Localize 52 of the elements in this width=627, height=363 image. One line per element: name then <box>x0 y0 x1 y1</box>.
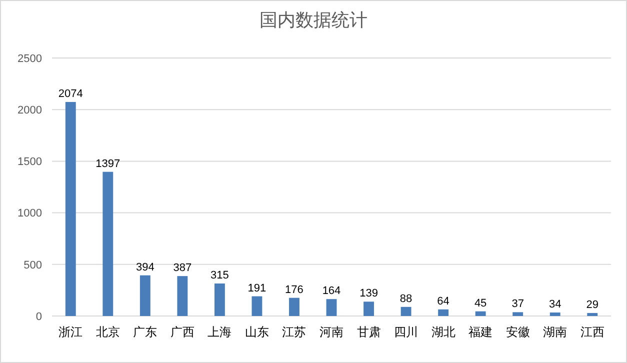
data-label: 176 <box>285 284 304 296</box>
data-label: 29 <box>586 299 598 312</box>
x-tick-label: 广西 <box>170 325 194 339</box>
x-tick-label: 福建 <box>468 325 493 339</box>
data-label: 387 <box>173 262 192 274</box>
bar <box>438 309 449 316</box>
x-tick-label: 四川 <box>394 325 418 339</box>
bar <box>65 102 76 316</box>
bar <box>550 312 560 316</box>
x-tick-label: 山东 <box>244 325 269 339</box>
bar <box>400 306 412 316</box>
y-tick-label: 500 <box>24 259 42 272</box>
x-tick-label: 湖南 <box>543 325 568 339</box>
data-label: 34 <box>548 298 562 310</box>
data-label: 191 <box>248 282 266 294</box>
x-tick-label: 安徽 <box>506 325 530 339</box>
bar <box>326 299 337 316</box>
x-tick-label: 江西 <box>580 325 604 339</box>
chart-title: 国内数据统计 <box>260 10 368 30</box>
data-label: 37 <box>512 298 524 310</box>
bar <box>364 302 374 316</box>
bar <box>252 296 262 316</box>
x-tick-label: 广东 <box>133 325 158 339</box>
bar <box>177 276 188 316</box>
x-tick-label: 江苏 <box>282 325 306 339</box>
x-tick-label: 北京 <box>96 325 120 339</box>
bar <box>102 172 114 316</box>
data-label: 1397 <box>96 158 120 170</box>
y-tick-label: 0 <box>36 310 42 323</box>
x-tick-label: 湖北 <box>431 325 456 339</box>
x-tick-label: 甘肃 <box>356 325 381 339</box>
bar <box>140 275 150 316</box>
x-tick-label: 浙江 <box>58 325 83 339</box>
bar <box>475 311 486 316</box>
bar <box>587 313 598 316</box>
data-label: 164 <box>322 285 341 298</box>
y-tick-label: 2500 <box>18 52 42 65</box>
y-tick-label: 1000 <box>18 208 42 220</box>
bar <box>512 312 524 316</box>
x-tick-label: 河南 <box>320 325 344 339</box>
data-label: 64 <box>437 295 450 308</box>
data-label: 315 <box>210 269 229 282</box>
x-tick-label: 上海 <box>208 325 232 339</box>
y-tick-label: 1500 <box>18 156 42 168</box>
data-label: 88 <box>400 292 412 305</box>
data-label: 139 <box>360 288 378 300</box>
bar <box>289 298 300 316</box>
data-label: 2074 <box>58 88 83 100</box>
bar <box>214 283 225 316</box>
data-label: 45 <box>474 297 487 310</box>
y-tick-label: 2000 <box>18 104 42 116</box>
data-label: 394 <box>136 261 154 274</box>
